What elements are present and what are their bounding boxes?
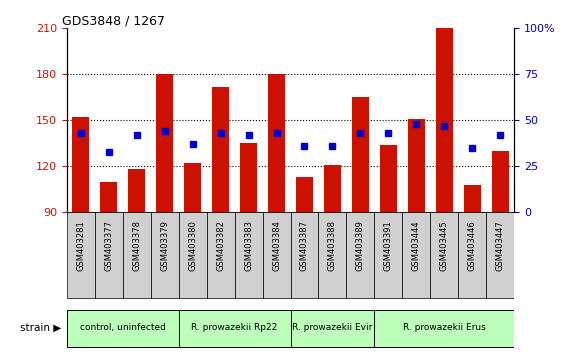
Text: GSM403380: GSM403380 (188, 220, 197, 271)
Bar (179, 310, 290, 347)
Bar (403, 212, 431, 298)
Bar (352, 97, 369, 212)
Text: R. prowazekii Erus: R. prowazekii Erus (403, 323, 486, 332)
Text: GSM403382: GSM403382 (216, 220, 225, 271)
Text: GSM403447: GSM403447 (496, 220, 505, 271)
Bar (268, 74, 285, 212)
Bar (150, 212, 179, 298)
Bar (296, 177, 313, 212)
Bar (73, 117, 89, 212)
Bar (290, 310, 374, 347)
Bar (408, 119, 425, 212)
Bar (179, 212, 207, 298)
Bar (380, 145, 397, 212)
Bar (458, 212, 486, 298)
Bar (346, 212, 374, 298)
Text: control, uninfected: control, uninfected (80, 323, 166, 332)
Bar (486, 212, 514, 298)
Text: GSM403378: GSM403378 (132, 220, 141, 271)
Bar (67, 212, 95, 298)
Text: GDS3848 / 1267: GDS3848 / 1267 (62, 14, 166, 27)
Text: GSM403387: GSM403387 (300, 220, 309, 271)
Bar (67, 310, 179, 347)
Text: R. prowazekii Evir: R. prowazekii Evir (292, 323, 372, 332)
Text: GSM403281: GSM403281 (76, 220, 85, 271)
Bar (156, 74, 173, 212)
Bar (235, 212, 263, 298)
Bar (464, 185, 480, 212)
Text: GSM403446: GSM403446 (468, 220, 477, 271)
Bar (128, 170, 145, 212)
Text: R. prowazekii Rp22: R. prowazekii Rp22 (192, 323, 278, 332)
Bar (123, 212, 150, 298)
Text: GSM403379: GSM403379 (160, 220, 169, 271)
Bar (374, 212, 403, 298)
Bar (431, 212, 458, 298)
Text: GSM403445: GSM403445 (440, 220, 449, 271)
Text: GSM403391: GSM403391 (384, 220, 393, 271)
Bar (436, 28, 453, 212)
Bar (492, 151, 508, 212)
Bar (101, 182, 117, 212)
Text: GSM403444: GSM403444 (412, 220, 421, 271)
Text: GSM403389: GSM403389 (356, 220, 365, 271)
Text: GSM403377: GSM403377 (104, 220, 113, 271)
Bar (95, 212, 123, 298)
Bar (263, 212, 290, 298)
Bar (240, 143, 257, 212)
Bar (318, 212, 346, 298)
Text: strain ▶: strain ▶ (20, 322, 61, 332)
Bar (290, 212, 318, 298)
Text: GSM403384: GSM403384 (272, 220, 281, 271)
Bar (207, 212, 235, 298)
Bar (212, 87, 229, 212)
Bar (324, 165, 341, 212)
Text: GSM403388: GSM403388 (328, 220, 337, 271)
Bar (374, 310, 514, 347)
Text: GSM403383: GSM403383 (244, 220, 253, 271)
Bar (184, 163, 201, 212)
